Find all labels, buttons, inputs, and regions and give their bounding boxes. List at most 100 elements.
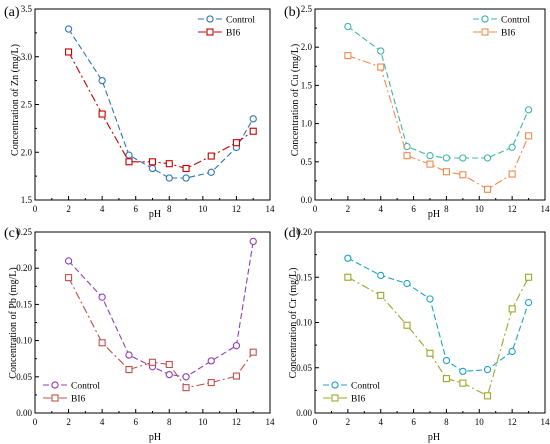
data-point-bi6 xyxy=(125,366,133,374)
data-point-control xyxy=(207,357,215,365)
series-line-control xyxy=(347,26,530,159)
panel-label: (c) xyxy=(4,226,20,241)
x-tick-label: 4 xyxy=(378,204,383,214)
data-point-bi6 xyxy=(442,375,450,383)
series-line-control xyxy=(347,257,530,372)
y-tick-label: 2.5 xyxy=(21,100,33,110)
panel-label: (d) xyxy=(284,226,301,241)
data-point-control xyxy=(64,25,73,33)
x-tick-label: 6 xyxy=(133,417,138,427)
data-point-control xyxy=(442,356,451,365)
data-point-control xyxy=(165,174,173,182)
data-point-bi6 xyxy=(207,379,215,387)
data-point-bi6 xyxy=(377,291,385,299)
data-point-bi6 xyxy=(65,274,73,282)
data-point-bi6 xyxy=(249,127,257,135)
y-tick-label: 3.0 xyxy=(21,52,33,62)
y-tick-label: 0.10 xyxy=(16,336,32,346)
x-tick-label: 2 xyxy=(66,417,71,427)
data-point-bi6 xyxy=(403,152,411,160)
y-tick-label: 0.05 xyxy=(296,363,312,373)
x-tick-label: 2 xyxy=(346,417,351,427)
series-line-bi6 xyxy=(347,276,530,397)
data-point-bi6 xyxy=(98,110,106,118)
data-point-control xyxy=(249,237,257,246)
data-point-bi6 xyxy=(125,158,133,166)
panel-b: (b) Concentration of Cu (mg/L) pH 0 2 4 6 8 1… xyxy=(284,4,550,220)
legend-marker-bi6 xyxy=(481,28,489,36)
data-point-control xyxy=(377,47,385,55)
y-tick-label: 2.0 xyxy=(21,147,33,157)
series-line-control xyxy=(68,28,254,179)
data-point-control xyxy=(165,370,173,379)
legend-label-bi6: BI6 xyxy=(71,395,86,405)
data-point-control xyxy=(249,115,257,123)
x-axis-label: pH xyxy=(149,209,161,220)
y-axis-label: Concentration of Pb (mg/L) xyxy=(8,267,19,378)
data-point-bi6 xyxy=(426,349,434,357)
data-point-control xyxy=(64,257,73,265)
x-tick-label: 12 xyxy=(232,204,241,214)
x-tick-label: 10 xyxy=(475,417,485,427)
panel-label: (a) xyxy=(4,5,20,20)
data-point-bi6 xyxy=(98,339,106,347)
data-point-control xyxy=(232,342,241,350)
x-tick-label: 8 xyxy=(167,204,172,214)
x-tick-label: 2 xyxy=(346,204,351,214)
data-point-control xyxy=(403,279,411,288)
y-axis-label: Concentration of Zn (mg/L) xyxy=(10,44,21,156)
data-point-control xyxy=(207,168,215,176)
data-point-bi6 xyxy=(442,168,450,176)
x-tick-label: 14 xyxy=(541,204,550,214)
x-tick-label: 8 xyxy=(444,417,449,427)
data-point-bi6 xyxy=(344,52,352,60)
y-tick-label: 2.0 xyxy=(301,42,313,52)
legend-marker-control xyxy=(331,381,339,389)
data-point-bi6 xyxy=(207,152,215,160)
legend-marker-control xyxy=(481,15,489,23)
y-tick-label: 0.00 xyxy=(16,408,32,418)
series-line-bi6 xyxy=(347,55,530,190)
legend-marker-control xyxy=(51,381,59,389)
y-tick-label: 0.20 xyxy=(16,263,32,273)
legend-marker-bi6 xyxy=(331,394,339,402)
panel-label: (b) xyxy=(284,5,301,20)
y-tick-label: 0.20 xyxy=(296,227,312,237)
x-tick-label: 4 xyxy=(378,417,383,427)
data-point-control xyxy=(344,254,352,262)
x-tick-label: 14 xyxy=(266,417,276,427)
panel-c: (c) Concentration of Pb (mg/L) pH 0 2 4 6 8 1… xyxy=(4,226,275,443)
x-tick-label: 12 xyxy=(508,417,517,427)
legend-label-bi6: BI6 xyxy=(351,395,366,405)
data-point-control xyxy=(125,151,133,159)
y-tick-label: 1.5 xyxy=(301,80,313,90)
data-point-control xyxy=(442,154,451,162)
data-point-bi6 xyxy=(65,48,73,56)
data-point-bi6 xyxy=(377,63,385,71)
y-tick-label: 2.5 xyxy=(301,4,313,14)
x-tick-label: 0 xyxy=(313,204,318,214)
y-tick-label: 0.00 xyxy=(296,408,312,418)
data-point-bi6 xyxy=(165,360,173,369)
legend-label-control: Control xyxy=(501,16,530,26)
panel-a: (a) Concentration of Zn (mg/L) pH 0 2 4 6 8 1… xyxy=(4,4,275,220)
x-tick-label: 2 xyxy=(66,204,71,214)
legend-label-control: Control xyxy=(71,382,100,392)
data-point-bi6 xyxy=(459,379,467,387)
y-tick-label: 0.5 xyxy=(301,157,313,167)
data-point-bi6 xyxy=(182,164,190,173)
series-line-control xyxy=(68,241,254,378)
legend-label-bi6: BI6 xyxy=(501,29,516,39)
data-point-bi6 xyxy=(182,384,190,392)
data-point-control xyxy=(182,373,190,381)
data-point-bi6 xyxy=(483,185,492,193)
data-point-control xyxy=(98,293,106,301)
data-point-control xyxy=(344,22,352,31)
data-point-control xyxy=(148,164,157,173)
data-point-bi6 xyxy=(426,160,434,168)
y-axis-label: Concentration of Cr (mg/L) xyxy=(288,268,299,379)
data-point-bi6 xyxy=(249,348,257,356)
data-point-bi6 xyxy=(403,321,411,329)
data-point-bi6 xyxy=(459,171,467,179)
